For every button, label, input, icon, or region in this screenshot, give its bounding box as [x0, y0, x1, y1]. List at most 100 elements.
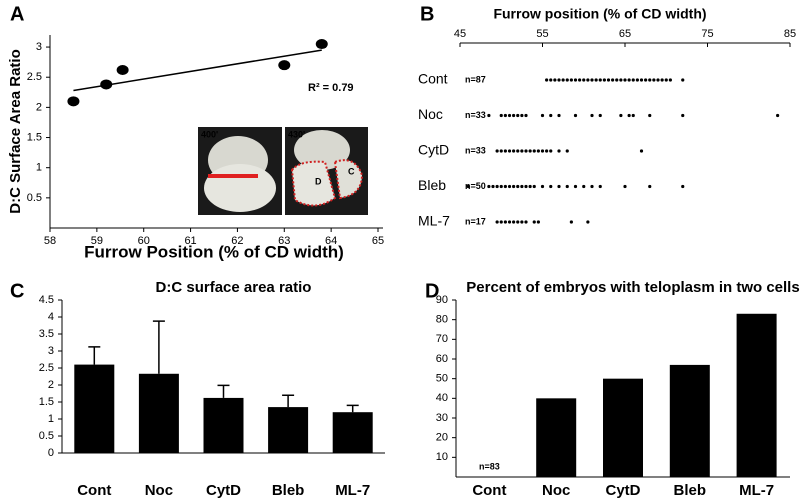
bar	[268, 407, 309, 453]
point	[602, 78, 606, 82]
bar	[536, 398, 577, 477]
y-tick-label: 90	[436, 294, 448, 306]
y-tick-label: 0	[48, 447, 54, 459]
n-label: n=27	[546, 461, 567, 471]
y-tick-label: 2.5	[27, 71, 42, 83]
y-tick-label: 1	[36, 162, 42, 174]
error-bar	[346, 404, 359, 413]
point	[627, 78, 631, 82]
point	[582, 78, 586, 82]
x-axis-label: Furrow Position (% of CD width)	[84, 242, 344, 261]
x-tick-label: 63	[278, 235, 290, 247]
point	[590, 113, 594, 118]
n-label: n=17	[465, 216, 486, 226]
point	[573, 184, 578, 189]
point	[615, 78, 619, 82]
point	[503, 184, 507, 189]
point	[520, 184, 524, 189]
point	[545, 78, 549, 82]
point	[532, 149, 536, 153]
y-tick-label: 1.5	[39, 396, 54, 408]
point	[516, 113, 520, 118]
point	[565, 149, 569, 153]
n-label: n=51	[278, 437, 299, 447]
category-label: Noc	[542, 482, 570, 499]
point	[278, 60, 291, 71]
point	[516, 220, 520, 224]
category-label: ML-7	[335, 482, 370, 499]
bar	[603, 378, 643, 477]
point	[495, 149, 499, 153]
cell	[204, 164, 276, 212]
point	[573, 78, 578, 82]
point	[561, 78, 565, 82]
panel-letter: D	[425, 280, 439, 302]
category-label: CytD	[206, 482, 241, 499]
point	[557, 149, 561, 153]
point	[512, 149, 516, 153]
point	[656, 78, 660, 82]
y-tick-label: 0.5	[27, 192, 42, 204]
point	[507, 113, 512, 118]
point	[532, 184, 536, 189]
point	[520, 149, 524, 153]
inset	[198, 127, 368, 215]
point	[594, 78, 598, 82]
point	[516, 184, 520, 189]
inset-label: C	[348, 166, 355, 176]
point	[586, 220, 590, 224]
y-tick-label: 3.5	[39, 328, 54, 340]
bar	[138, 373, 179, 453]
category-label: CytD	[605, 482, 640, 499]
n-label: n=87	[465, 74, 486, 84]
point	[315, 39, 328, 50]
point	[639, 149, 644, 153]
x-tick-label: 65	[619, 28, 631, 40]
point	[536, 220, 540, 224]
n-label: n=33	[213, 437, 234, 447]
point	[611, 78, 615, 82]
n-label: n=30	[149, 437, 170, 447]
point	[627, 113, 631, 118]
point	[578, 78, 582, 82]
y-tick-label: 30	[436, 412, 448, 424]
point	[569, 78, 573, 82]
point	[499, 184, 503, 189]
error-bar	[152, 320, 165, 374]
point	[512, 220, 516, 224]
point	[606, 78, 611, 82]
point	[499, 113, 503, 118]
point	[495, 220, 499, 224]
bar	[203, 397, 244, 453]
point	[776, 113, 780, 118]
n-label: n=32	[613, 461, 634, 471]
y-tick-label: 3	[36, 41, 42, 53]
n-label: n=90	[84, 437, 105, 447]
point	[495, 184, 499, 189]
n-label: n=17	[342, 437, 363, 447]
category-label: ML-7	[739, 482, 774, 499]
category-label: ML-7	[418, 213, 450, 229]
point	[540, 149, 545, 153]
category-label: Noc	[145, 482, 173, 499]
point	[565, 78, 569, 82]
point	[553, 78, 557, 82]
y-tick-label: 80	[436, 314, 448, 326]
y-tick-label: 60	[436, 353, 448, 365]
panel-letter: B	[420, 3, 434, 25]
point	[664, 78, 668, 82]
y-tick-label: 70	[436, 333, 448, 345]
error-bar	[282, 394, 295, 408]
point	[557, 78, 561, 82]
point	[507, 220, 512, 224]
point	[116, 64, 129, 75]
y-tick-label: 10	[436, 451, 448, 463]
trendline	[73, 49, 322, 92]
x-tick-label: 59	[91, 235, 103, 247]
x-tick-label: 58	[44, 235, 56, 247]
point	[623, 78, 627, 82]
point	[540, 184, 545, 189]
category-label: Bleb	[272, 482, 305, 499]
y-tick-label: 2	[36, 101, 42, 113]
point	[590, 184, 594, 189]
